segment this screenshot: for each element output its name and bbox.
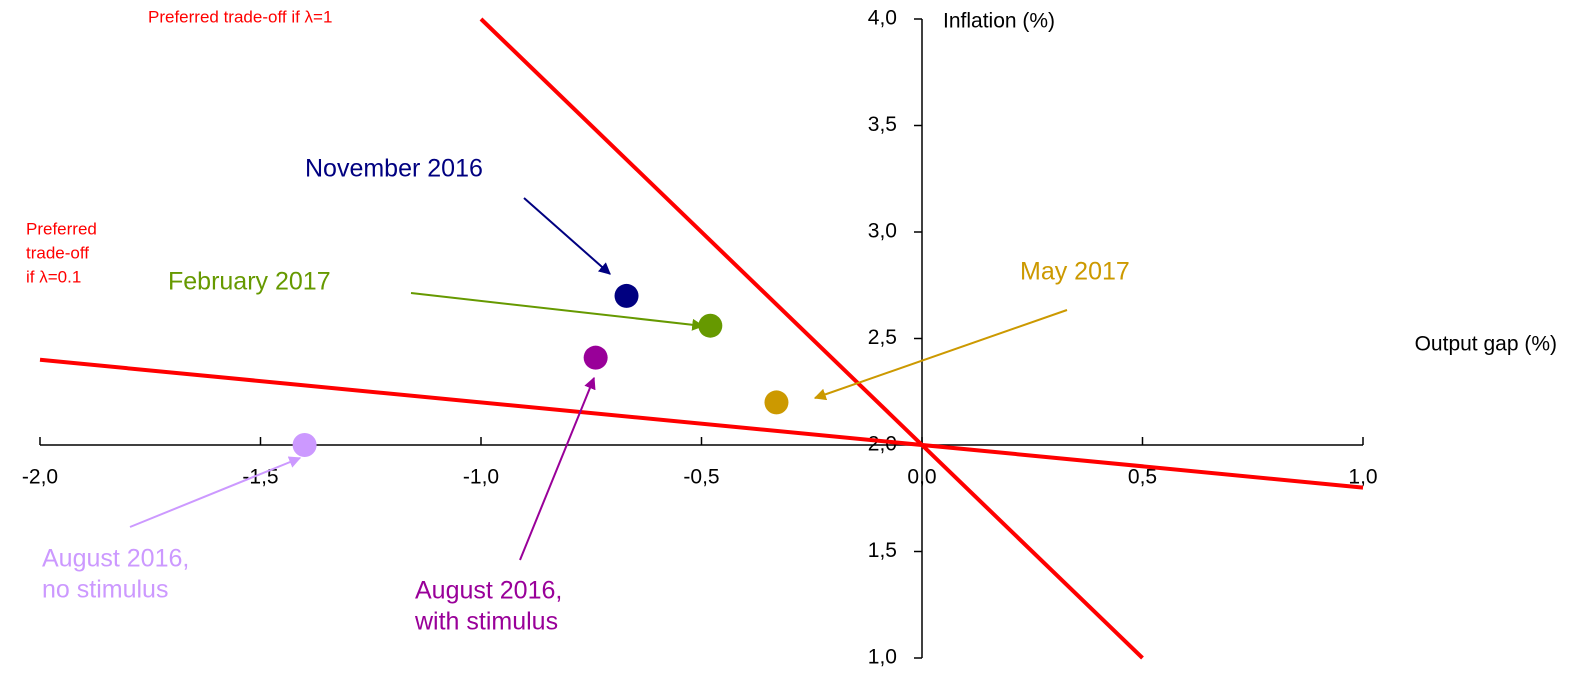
y-tick-label: 3,0 <box>868 220 897 243</box>
point-label: August 2016, <box>415 577 562 605</box>
x-tick-label: -2,0 <box>22 466 58 489</box>
y-tick-label: 2,5 <box>868 326 897 349</box>
point-label: May 2017 <box>1020 258 1130 286</box>
arrow <box>813 309 1068 401</box>
y-tick-label: 4,0 <box>868 7 897 30</box>
x-tick-label: 1,0 <box>1348 466 1377 489</box>
arrow <box>523 197 611 275</box>
point-label: no stimulus <box>42 576 168 604</box>
x-tick-label: 0,0 <box>907 466 936 489</box>
point <box>292 433 317 457</box>
y-tick-label: 2,0 <box>868 433 897 456</box>
point <box>614 283 639 308</box>
x-tick-label: 0,5 <box>1128 466 1157 489</box>
line-label: trade-off <box>26 243 89 262</box>
line-label: if λ=0.1 <box>26 267 81 286</box>
line-label: Preferred trade-off if λ=1 <box>148 7 332 26</box>
y-tick-label: 1,0 <box>868 646 897 669</box>
x-axis-label: Output gap (%) <box>1415 333 1557 356</box>
point-label: November 2016 <box>305 155 483 183</box>
trade-off-line <box>479 17 1144 660</box>
y-tick-label: 1,5 <box>868 539 897 562</box>
y-axis-label: Inflation (%) <box>943 10 1055 33</box>
point-label: August 2016, <box>42 545 189 573</box>
arrow <box>519 376 596 561</box>
x-tick-label: -1,0 <box>463 466 499 489</box>
y-tick-label: 3,5 <box>868 113 897 136</box>
arrow <box>129 456 302 528</box>
point <box>583 345 608 370</box>
point <box>764 390 789 415</box>
x-tick-label: -0,5 <box>683 466 719 489</box>
point-label: February 2017 <box>168 268 331 296</box>
point <box>698 313 723 338</box>
line-label: Preferred <box>26 219 97 238</box>
arrow <box>410 292 705 331</box>
point-label: with stimulus <box>414 608 558 636</box>
trade-off-line <box>39 357 1364 490</box>
